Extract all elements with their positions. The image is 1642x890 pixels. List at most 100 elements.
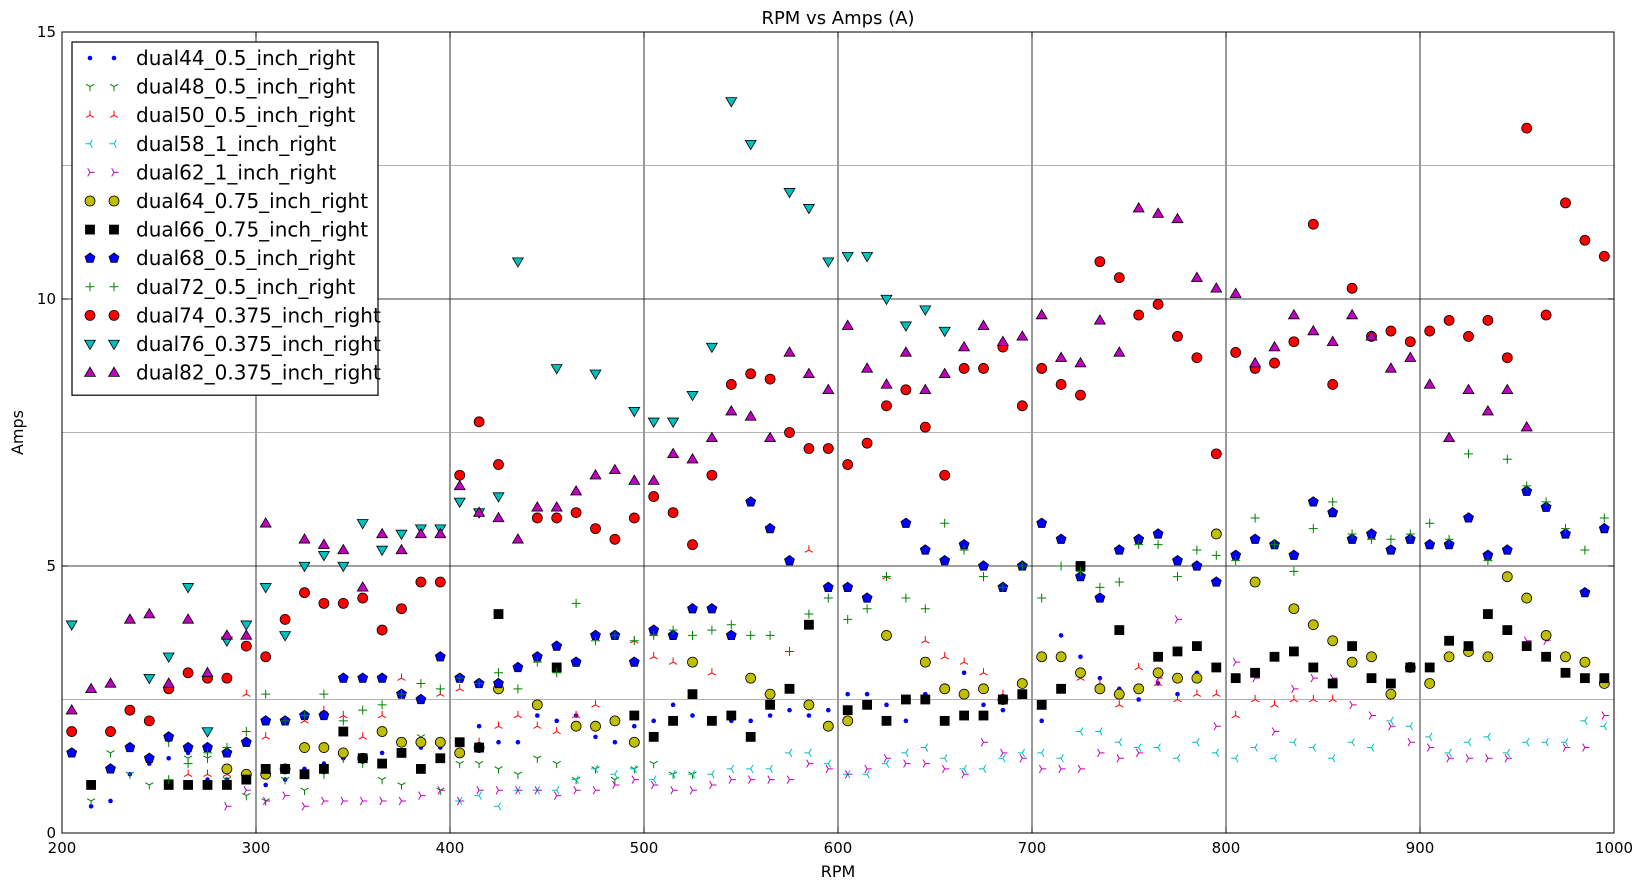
data-point (1097, 675, 1103, 681)
data-point (494, 766, 503, 774)
data-point (1211, 550, 1221, 560)
data-point (802, 367, 815, 378)
data-point (1501, 383, 1514, 394)
data-point (706, 469, 718, 481)
axis-ticks: 200 300 400 500 600 700 800 900 1000 0 5 10 15 (37, 23, 1633, 857)
data-point (221, 780, 232, 790)
data-point (881, 759, 890, 768)
data-point (1444, 534, 1454, 544)
data-point (1116, 754, 1124, 763)
data-point (1095, 582, 1105, 592)
data-point (1056, 754, 1064, 763)
legend-marker (87, 168, 95, 177)
data-point (493, 609, 504, 619)
data-point (667, 629, 679, 641)
data-point (454, 469, 466, 481)
data-point (764, 373, 776, 385)
data-point (939, 469, 951, 481)
data-point (591, 636, 600, 646)
data-point (806, 759, 814, 768)
data-point (843, 614, 853, 624)
data-point (299, 742, 310, 753)
data-point (240, 640, 252, 652)
data-point (1210, 576, 1222, 587)
data-point (164, 775, 174, 785)
data-point (1017, 689, 1028, 700)
data-point (629, 636, 639, 646)
data-point (395, 543, 408, 555)
data-point (182, 667, 194, 679)
data-point (1114, 625, 1125, 635)
data-point (1077, 764, 1086, 774)
data-point (1425, 518, 1435, 528)
data-point (686, 390, 699, 402)
data-point (1502, 454, 1512, 464)
data-point (1463, 330, 1474, 342)
data-point (551, 512, 563, 524)
data-point (300, 787, 309, 795)
data-point (632, 723, 637, 729)
data-point (1443, 651, 1455, 663)
data-point (959, 710, 969, 721)
data-point (553, 791, 562, 800)
data-point (318, 709, 330, 721)
data-point (415, 764, 426, 774)
data-point (1521, 122, 1533, 134)
data-point (66, 747, 78, 758)
data-point (1443, 314, 1455, 326)
data-point (1036, 363, 1048, 374)
data-point (1172, 754, 1181, 763)
data-point (1580, 716, 1588, 726)
data-point (280, 764, 291, 774)
data-point (243, 786, 251, 795)
data-point (1405, 529, 1415, 539)
data-point (434, 651, 446, 662)
data-point (1055, 351, 1068, 362)
data-point (552, 786, 560, 795)
data-point (550, 501, 563, 512)
legend-marker (83, 366, 97, 377)
data-point (977, 319, 990, 330)
data-point (590, 720, 601, 732)
data-point (240, 629, 253, 640)
data-point (166, 755, 171, 761)
data-point (1367, 534, 1376, 544)
data-point (339, 710, 348, 719)
legend-label: dual66_0.75_inch_right (136, 218, 368, 242)
data-point (825, 764, 833, 774)
data-point (356, 581, 369, 592)
data-point (1366, 743, 1375, 752)
data-point (1134, 540, 1144, 550)
data-point (981, 702, 986, 708)
data-point (608, 463, 621, 475)
data-point (319, 689, 329, 699)
data-point (1058, 764, 1066, 774)
data-point (1192, 545, 1202, 555)
data-point (1153, 743, 1161, 752)
data-point (1134, 662, 1143, 671)
data-point (959, 657, 969, 665)
data-point (86, 780, 96, 790)
legend-label: dual48_0.5_inch_right (136, 75, 355, 99)
data-point (1386, 534, 1396, 544)
data-point (978, 683, 989, 695)
data-point (1347, 737, 1355, 747)
data-point (1210, 282, 1223, 293)
data-point (513, 684, 523, 694)
data-point (434, 576, 446, 588)
legend: dual44_0.5_inch_right dual48_0.5_inch_rig… (71, 41, 381, 396)
data-point (1133, 309, 1145, 321)
data-point (1250, 694, 1260, 703)
y-tick-label: 5 (46, 557, 56, 575)
data-point (376, 726, 388, 737)
data-point (300, 711, 309, 721)
data-point (687, 770, 696, 779)
data-point (1444, 748, 1452, 758)
data-point (1463, 512, 1474, 523)
data-point (707, 668, 717, 676)
data-point (262, 796, 271, 806)
series-11 (65, 202, 1533, 715)
data-point (1327, 506, 1339, 518)
data-point (919, 305, 932, 316)
data-point (920, 743, 929, 752)
